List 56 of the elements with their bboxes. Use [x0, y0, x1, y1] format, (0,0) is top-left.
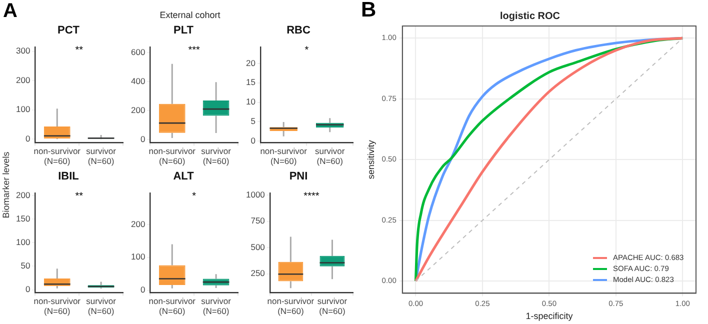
y-tick-label: 10 — [246, 96, 256, 107]
y-tick-label: 20 — [246, 58, 256, 68]
y-tick-label: 100 — [130, 252, 146, 262]
y-tick-label: 100 — [16, 237, 30, 248]
x-tick-label: non-survivor (N=60) — [34, 296, 81, 316]
annotation: * — [304, 44, 309, 56]
text: B — [361, 0, 376, 22]
y-tick-label: 200 — [130, 218, 146, 229]
y-tick-label: 500 — [250, 242, 266, 252]
annotation: ** — [75, 190, 84, 202]
annotation: *** — [188, 44, 200, 56]
y-axis-title: sensitivity — [366, 140, 376, 180]
chart-title: ALT — [173, 170, 194, 183]
x-tick-label: survivor (N=60) — [317, 296, 348, 316]
y-tick-label: 200 — [16, 190, 30, 200]
text: External cohort — [158, 10, 222, 20]
x-tick-label: non-survivor (N=60) — [34, 146, 81, 166]
chart-title: RBC — [286, 24, 310, 37]
text: A — [3, 0, 18, 23]
annotation: * — [192, 190, 196, 202]
text: Biomarker levels — [1, 150, 11, 220]
chart-title: logistic ROC — [500, 10, 560, 22]
annotation: ** — [75, 44, 84, 56]
annotation: **** — [304, 190, 320, 202]
x-tick-label: non-survivor (N=60) — [148, 296, 196, 316]
y-tick-label: 750 — [250, 216, 266, 226]
x-tick-label: survivor (N=60) — [201, 296, 232, 316]
y-tick-label: 15 — [246, 77, 256, 88]
x-tick-label: survivor (N=60) — [314, 146, 345, 166]
y-tick-label: 5 — [250, 116, 256, 126]
y-tick-label: 0 — [250, 135, 256, 146]
y-tick-label: 0 — [140, 284, 146, 295]
chart-title: PLT — [174, 24, 194, 37]
y-tick-label: 0 — [25, 284, 30, 294]
x-tick-label: survivor (N=60) — [86, 296, 116, 316]
y-tick-label: 1000 — [246, 189, 266, 200]
x-tick-label: survivor (N=60) — [201, 146, 232, 166]
y-tick-label: 0 — [140, 134, 146, 144]
chart-title: IBIL — [58, 170, 80, 183]
y-tick-label: 300 — [16, 46, 30, 56]
y-tick-label: 150 — [16, 213, 30, 224]
x-tick-label: non-survivor (N=60) — [267, 296, 314, 316]
y-tick-label: 600 — [130, 47, 146, 58]
y-tick-label: 200 — [16, 74, 30, 85]
y-tick-label: 100 — [16, 104, 30, 114]
y-tick-label: 0 — [25, 133, 30, 144]
chart-title: PNI — [289, 170, 308, 183]
x-tick-label: non-survivor (N=60) — [148, 146, 196, 166]
y-tick-label: 400 — [130, 76, 146, 86]
y-tick-label: 250 — [250, 268, 266, 278]
x-tick-label: survivor (N=60) — [86, 146, 116, 166]
chart-title: PCT — [58, 24, 80, 37]
x-axis-title: 1-specificity — [526, 311, 574, 322]
x-tick-label: non-survivor (N=60) — [260, 146, 308, 166]
y-tick-label: 50 — [20, 260, 30, 271]
y-tick-label: 200 — [130, 104, 146, 115]
